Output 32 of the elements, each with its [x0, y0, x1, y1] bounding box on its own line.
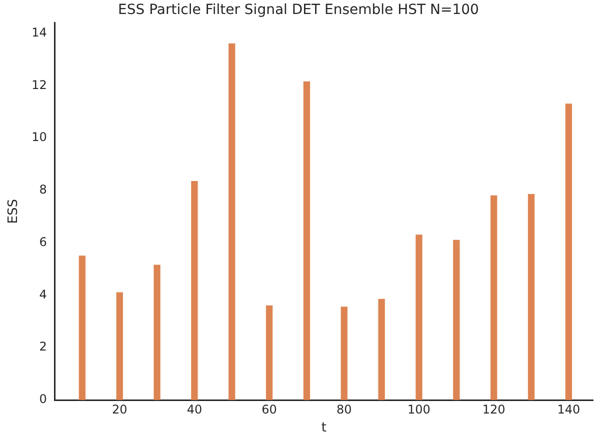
bar — [78, 256, 86, 400]
x-tick-label: 140 — [557, 402, 580, 416]
y-tick-label: 4 — [39, 287, 47, 302]
y-tick-label: 10 — [32, 130, 47, 144]
bar — [453, 240, 460, 400]
bar — [266, 305, 273, 400]
bar — [154, 264, 160, 400]
bar — [303, 81, 310, 400]
x-tick-label: 80 — [336, 402, 352, 416]
bar — [416, 234, 422, 400]
y-tick-label: 14 — [32, 25, 47, 40]
x-tick-label: 100 — [408, 402, 430, 416]
y-tick-label: 0 — [39, 392, 47, 406]
y-tick-label: 12 — [32, 78, 47, 92]
y-tick-label: 2 — [39, 340, 47, 354]
bar — [116, 292, 123, 400]
chart-title: ESS Particle Filter Signal DET Ensemble HST N=100 — [118, 2, 479, 18]
x-tick-label: 40 — [186, 402, 202, 416]
y-axis-title: ESS — [6, 199, 22, 224]
x-axis-title: t — [321, 420, 326, 436]
bar — [228, 43, 236, 400]
y-tick-label: 8 — [39, 182, 47, 197]
y-tick-label: 6 — [39, 234, 47, 249]
x-tick-label: 120 — [482, 402, 506, 416]
bar — [191, 180, 198, 400]
x-tick-label: 60 — [262, 402, 277, 416]
x-tick-label: 20 — [112, 402, 128, 416]
bar — [340, 306, 348, 400]
bar — [565, 104, 572, 400]
bar — [378, 298, 385, 400]
bar — [528, 194, 535, 400]
bar — [490, 195, 498, 400]
